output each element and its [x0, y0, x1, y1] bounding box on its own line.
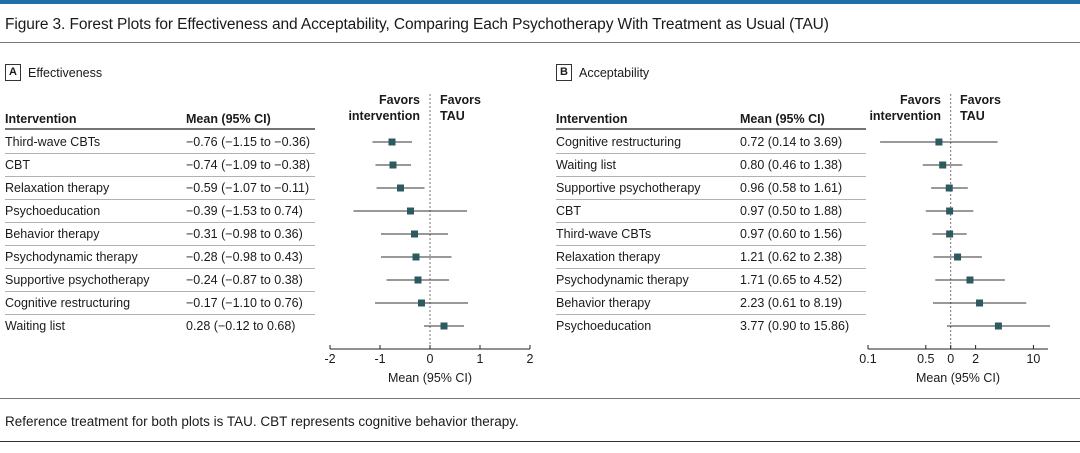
panel-a-favors-intervention-label: Favors	[379, 93, 420, 107]
panel-a-point-estimate	[389, 161, 397, 169]
panel-a-favors-tau-label: Favors	[440, 93, 481, 107]
panel-b-row-label: Cognitive restructuring	[556, 135, 681, 149]
panel-b-header: B Acceptability	[556, 64, 649, 81]
panel-a-col-estimate: Mean (95% CI)	[186, 112, 271, 126]
panel-a-row-label: Third-wave CBTs	[5, 135, 100, 149]
panel-a-header: A Effectiveness	[5, 64, 102, 81]
panel-a-label: Effectiveness	[28, 65, 103, 80]
panel-a-x-tick-label: 0	[427, 352, 434, 366]
footnote-divider	[0, 398, 1080, 399]
accent-bar	[0, 0, 1080, 4]
panel-b-favors-intervention-label: intervention	[869, 109, 941, 123]
panel-b-point-estimate	[966, 276, 974, 284]
panel-b-point-estimate	[945, 184, 953, 192]
panel-b-favors-tau-label: Favors	[960, 93, 1001, 107]
panel-a-row-estimate: −0.74 (−1.09 to −0.38)	[186, 158, 310, 172]
panel-b-row-label: CBT	[556, 204, 581, 218]
panel-a-row-estimate: −0.24 (−0.87 to 0.38)	[186, 273, 303, 287]
panel-b-row-label: Third-wave CBTs	[556, 227, 651, 241]
panel-a-point-estimate	[388, 138, 396, 146]
panel-b-x-tick-label: 0	[947, 352, 954, 366]
panel-b-row-estimate: 0.72 (0.14 to 3.69)	[740, 135, 842, 149]
panel-b-x-tick-label: 10	[1026, 352, 1040, 366]
panel-a-point-estimate	[414, 276, 422, 284]
panel-b-x-tick-label: 0.5	[917, 352, 934, 366]
panel-a-x-tick-label: -2	[324, 352, 335, 366]
panel-a-row-estimate: −0.17 (−1.10 to 0.76)	[186, 296, 303, 310]
panel-a-point-estimate	[397, 184, 404, 192]
panel-b-favors-tau-label: TAU	[960, 109, 985, 123]
panel-a-row-estimate: −0.31 (−0.98 to 0.36)	[186, 227, 303, 241]
panel-b-x-tick-label: 0.1	[859, 352, 876, 366]
panel-a-point-estimate	[440, 322, 448, 330]
panel-b-row-estimate: 0.80 (0.46 to 1.38)	[740, 158, 842, 172]
title-divider	[0, 42, 1080, 43]
panel-b-point-estimate	[994, 322, 1002, 330]
panel-a-letter: A	[5, 64, 21, 81]
panel-a-row-label: Psychoeducation	[5, 204, 100, 218]
panel-b-row-label: Relaxation therapy	[556, 250, 661, 264]
panel-b-row-estimate: 0.96 (0.58 to 1.61)	[740, 181, 842, 195]
panel-a-favors-intervention-label: intervention	[348, 109, 420, 123]
panel-b-row-label: Psychoeducation	[556, 319, 651, 333]
panel-b-point-estimate	[939, 161, 947, 169]
panel-b-row-estimate: 0.97 (0.50 to 1.88)	[740, 204, 842, 218]
panel-b-row-label: Behavior therapy	[556, 296, 651, 310]
panel-a-x-tick-label: 2	[527, 352, 534, 366]
panel-b-row-label: Waiting list	[556, 158, 616, 172]
panel-b-point-estimate	[954, 253, 962, 261]
panel-a-row-estimate: 0.28 (−0.12 to 0.68)	[186, 319, 295, 333]
panel-a-row-estimate: −0.28 (−0.98 to 0.43)	[186, 250, 303, 264]
panel-a-row-label: Psychodynamic therapy	[5, 250, 138, 264]
panel-b-row-estimate: 0.97 (0.60 to 1.56)	[740, 227, 842, 241]
panel-b-point-estimate	[946, 207, 954, 215]
panel-a-row-label: CBT	[5, 158, 30, 172]
panel-b-row-estimate: 1.71 (0.65 to 4.52)	[740, 273, 842, 287]
panel-b-x-tick-label: 2	[972, 352, 979, 366]
panel-a-point-estimate	[411, 230, 418, 238]
panel-b-point-estimate	[935, 138, 943, 146]
panel-a-row-estimate: −0.39 (−1.53 to 0.74)	[186, 204, 303, 218]
panel-a-row-label: Behavior therapy	[5, 227, 100, 241]
panel-b-row-label: Supportive psychotherapy	[556, 181, 701, 195]
panel-a-row-label: Cognitive restructuring	[5, 296, 130, 310]
panel-b-row-estimate: 3.77 (0.90 to 15.86)	[740, 319, 849, 333]
panel-a-favors-tau-label: TAU	[440, 109, 465, 123]
panel-a-x-tick-label: -1	[374, 352, 385, 366]
panel-b-letter: B	[556, 64, 572, 81]
panel-b-row-estimate: 2.23 (0.61 to 8.19)	[740, 296, 842, 310]
panel-b-col-intervention: Intervention	[556, 112, 628, 126]
panel-a-x-tick-label: 1	[477, 352, 484, 366]
panel-a-row-label: Relaxation therapy	[5, 181, 110, 195]
panel-a-point-estimate	[418, 299, 425, 307]
panel-a-row-label: Waiting list	[5, 319, 65, 333]
panel-a-row-estimate: −0.76 (−1.15 to −0.36)	[186, 135, 310, 149]
panel-a-row-estimate: −0.59 (−1.07 to −0.11)	[186, 181, 309, 195]
bottom-rule	[0, 441, 1080, 442]
panel-b-row-label: Psychodynamic therapy	[556, 273, 689, 287]
panel-b-row-estimate: 1.21 (0.62 to 2.38)	[740, 250, 842, 264]
panel-a-point-estimate	[412, 253, 420, 261]
panel-b-favors-intervention-label: Favors	[900, 93, 941, 107]
panel-b-x-axis-title: Mean (95% CI)	[916, 371, 1000, 385]
panel-a-row-label: Supportive psychotherapy	[5, 273, 150, 287]
figure-title: Figure 3. Forest Plots for Effectiveness…	[5, 16, 829, 33]
panel-a-point-estimate	[407, 207, 414, 215]
panel-b-point-estimate	[946, 230, 954, 238]
panel-a-x-axis-title: Mean (95% CI)	[388, 371, 472, 385]
panel-b-col-estimate: Mean (95% CI)	[740, 112, 825, 126]
panel-b-point-estimate	[976, 299, 984, 307]
panel-a-col-intervention: Intervention	[5, 112, 77, 126]
panel-b-label: Acceptability	[579, 65, 650, 80]
footnote: Reference treatment for both plots is TA…	[5, 414, 519, 429]
